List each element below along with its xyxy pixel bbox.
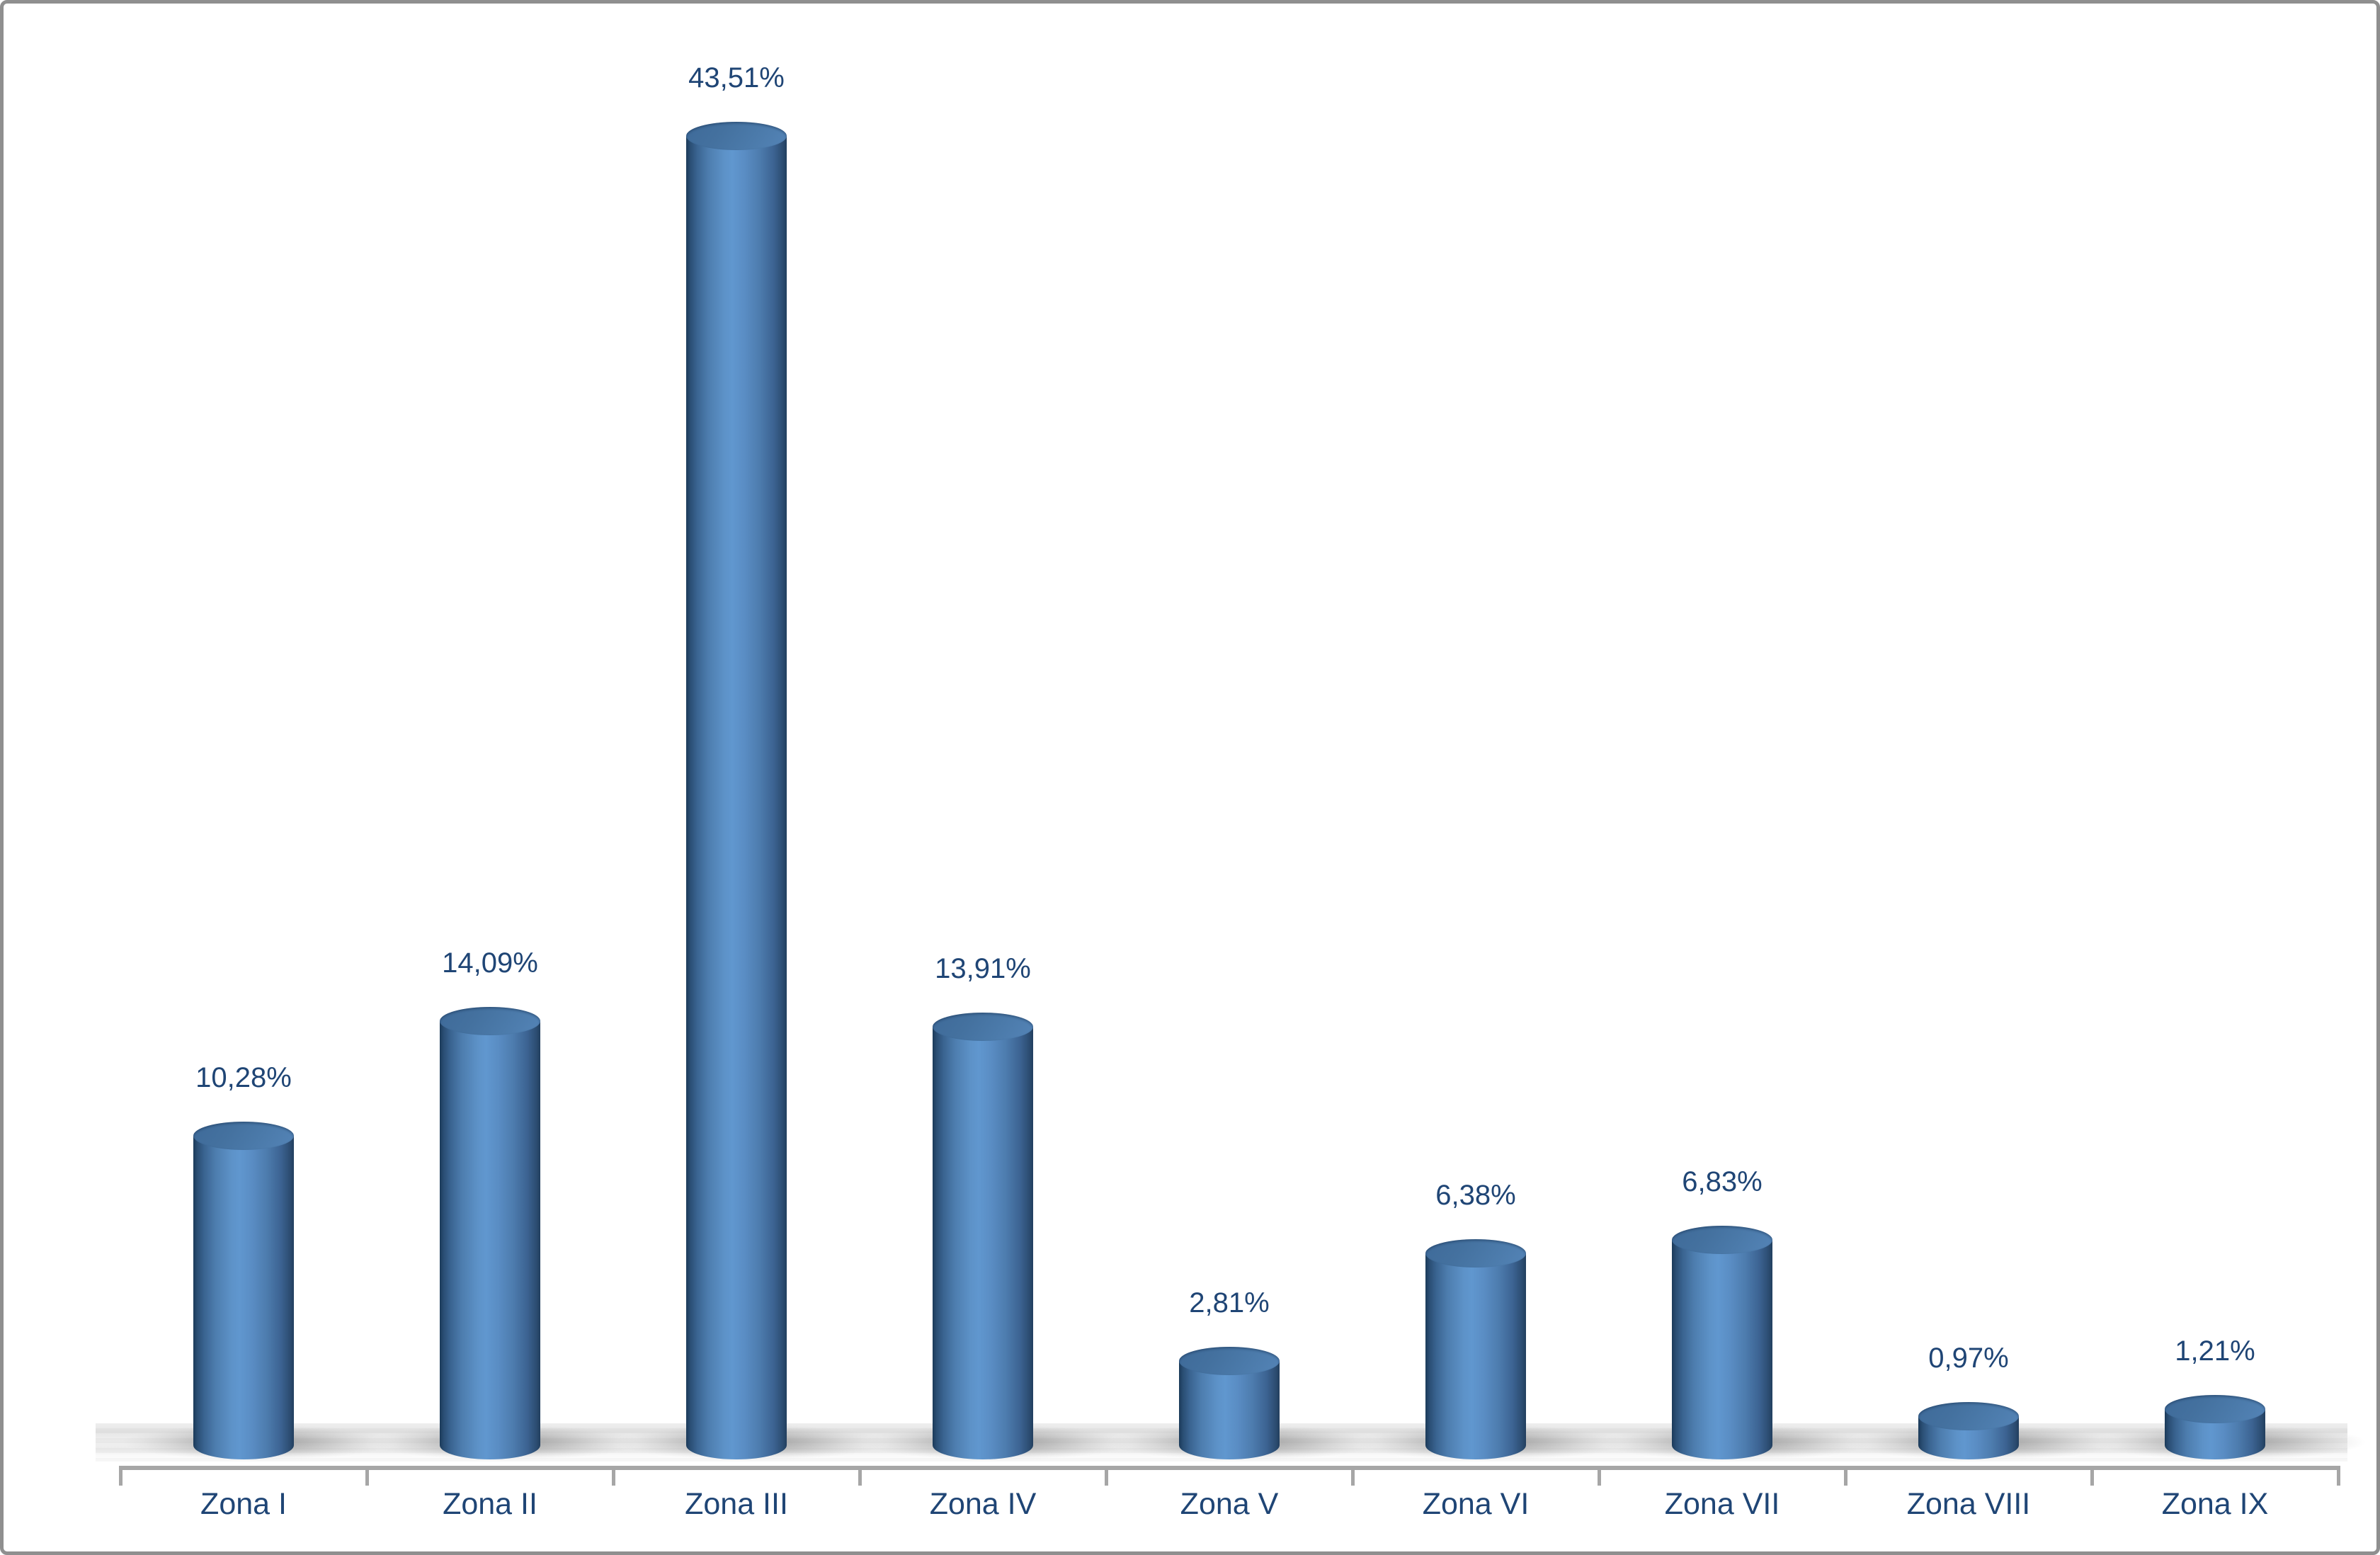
category-label: Zona V	[1180, 1487, 1279, 1521]
cylinder-body	[193, 1136, 294, 1459]
category-label: Zona VIII	[1906, 1487, 2031, 1521]
category-label: Zona I	[200, 1487, 287, 1521]
cylinder-top	[1179, 1346, 1280, 1375]
value-label: 14,09%	[442, 947, 538, 979]
value-label: 6,83%	[1682, 1166, 1763, 1197]
axis-tick	[1105, 1466, 1108, 1486]
category-label: Zona VII	[1664, 1487, 1780, 1521]
value-label: 0,97%	[1928, 1342, 2009, 1374]
category-label: Zona II	[443, 1487, 537, 1521]
category-label: Zona VI	[1422, 1487, 1530, 1521]
category-label: Zona IX	[2161, 1487, 2269, 1521]
axis-tick	[1844, 1466, 1847, 1486]
axis-tick	[1598, 1466, 1601, 1486]
cylinder-top	[933, 1012, 1033, 1041]
axis-tick	[2090, 1466, 2094, 1486]
cylinder-top	[1672, 1225, 1772, 1254]
category-label: Zona III	[685, 1487, 788, 1521]
axis-tick	[119, 1466, 123, 1486]
value-label: 13,91%	[935, 952, 1031, 984]
cylinder-top	[1918, 1401, 2019, 1430]
cylinder-body	[1179, 1360, 1280, 1459]
axis-tick	[365, 1466, 369, 1486]
cylinder-top	[193, 1122, 294, 1151]
value-label: 43,51%	[688, 62, 785, 93]
cylinder-top	[1425, 1238, 1526, 1268]
value-label: 1,21%	[2175, 1335, 2255, 1367]
cylinder-top	[440, 1007, 540, 1036]
cylinder-top	[2165, 1394, 2265, 1423]
cylinder-body	[1672, 1239, 1772, 1459]
cylinder-body	[933, 1026, 1033, 1459]
axis-tick	[2337, 1466, 2340, 1486]
axis-tick	[858, 1466, 862, 1486]
category-axis-line	[119, 1466, 2340, 1470]
cylinder-body	[686, 135, 787, 1459]
cylinder-body	[440, 1021, 540, 1459]
axis-tick	[612, 1466, 615, 1486]
category-label: Zona IV	[929, 1487, 1037, 1521]
value-label: 10,28%	[195, 1062, 292, 1094]
axis-tick	[1351, 1466, 1355, 1486]
cylinder-top	[686, 121, 787, 150]
value-label: 6,38%	[1435, 1179, 1516, 1211]
cylinder-body	[1425, 1253, 1526, 1459]
value-label: 2,81%	[1189, 1287, 1270, 1318]
